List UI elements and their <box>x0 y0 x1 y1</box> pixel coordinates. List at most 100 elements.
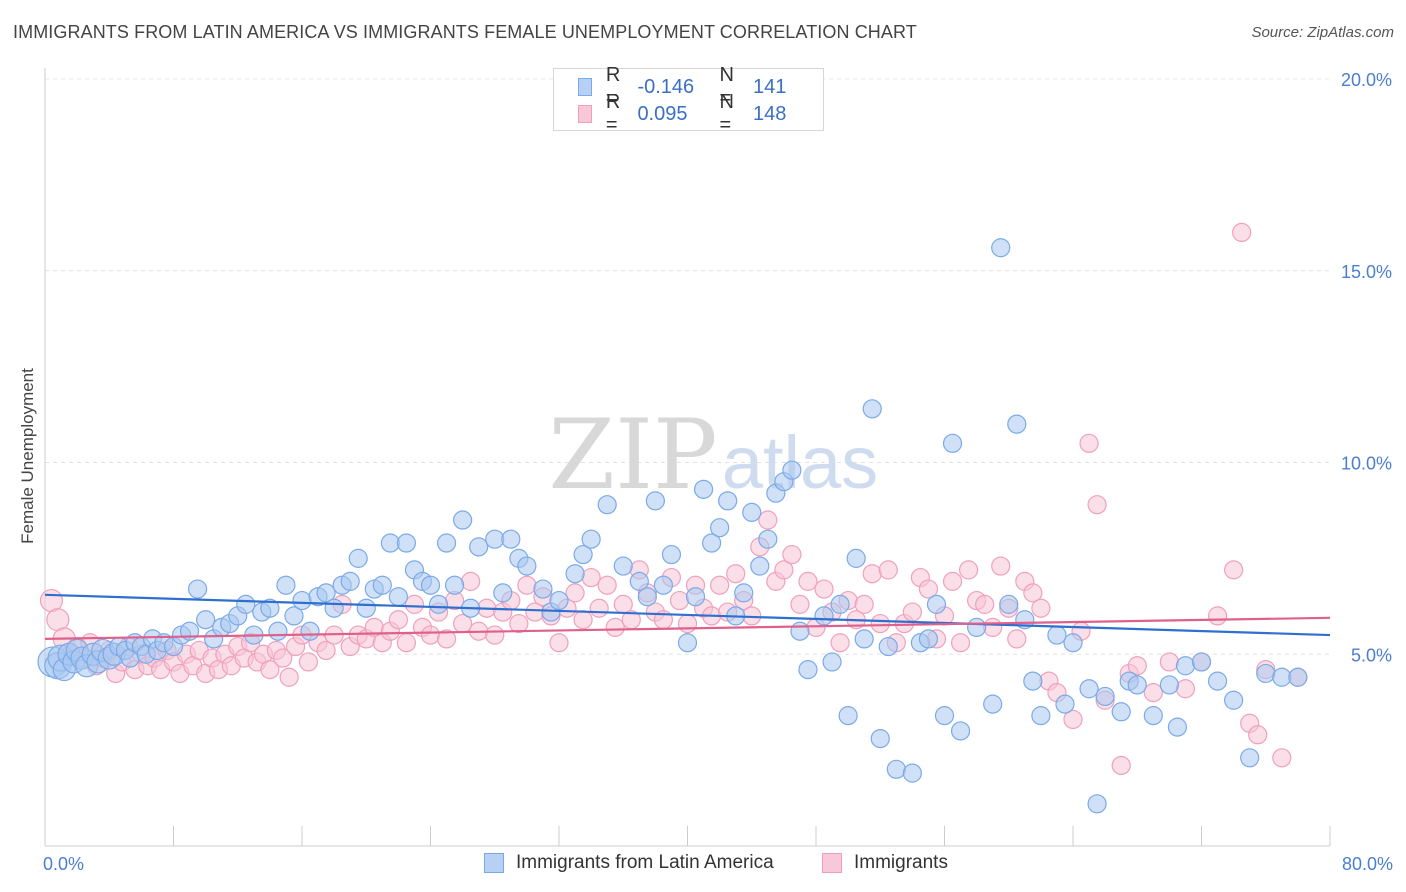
chart-title: IMMIGRANTS FROM LATIN AMERICA VS IMMIGRA… <box>13 22 917 42</box>
data-point-immigrants <box>573 610 593 630</box>
data-point-immigrants <box>589 598 609 618</box>
bottom-legend-immigrants[interactable]: Immigrants <box>822 852 948 874</box>
data-point-latin-america <box>187 579 208 599</box>
data-point-latin-america <box>934 706 955 726</box>
data-point-immigrants <box>677 613 698 634</box>
data-point-immigrants <box>991 556 1011 576</box>
data-point-latin-america <box>838 706 858 726</box>
data-point-latin-america <box>1047 625 1067 645</box>
data-point-latin-america <box>918 629 939 649</box>
watermark-atlas: atlas <box>722 421 878 504</box>
data-point-immigrants <box>950 633 971 653</box>
data-point-immigrants <box>1007 629 1027 649</box>
data-point-latin-america <box>742 502 762 522</box>
data-point-latin-america <box>1055 694 1075 714</box>
data-point-latin-america <box>967 617 987 638</box>
data-point-latin-america <box>629 571 649 591</box>
data-point-latin-america <box>734 583 754 603</box>
data-point-immigrants <box>878 560 898 580</box>
data-point-immigrants <box>565 583 585 603</box>
bottom-legend-latin-america[interactable]: Immigrants from Latin America <box>484 852 774 874</box>
legend-r-value: -0.146 <box>637 75 695 98</box>
y-tick-label: 15.0% <box>1341 262 1392 282</box>
legend-n-value: 141 <box>752 75 787 98</box>
data-point-latin-america <box>926 594 947 614</box>
data-point-immigrants <box>1079 433 1099 453</box>
data-point-latin-america <box>1031 706 1051 726</box>
data-point-immigrants <box>605 617 625 638</box>
data-point-latin-america <box>284 606 304 626</box>
source-label[interactable]: Source: ZipAtlas.com <box>1251 24 1394 41</box>
data-point-latin-america <box>420 575 441 595</box>
data-point-latin-america <box>1007 414 1027 434</box>
data-point-latin-america <box>268 621 288 641</box>
data-point-latin-america <box>1256 663 1276 684</box>
data-point-latin-america <box>1087 794 1107 814</box>
data-point-latin-america <box>902 763 922 783</box>
legend-r-value: 0.095 <box>637 102 688 125</box>
bottom-legend-label-latin-america: Immigrants from Latin America <box>516 852 774 873</box>
data-point-latin-america <box>485 529 505 549</box>
x-tick-label-min: 0.0% <box>43 854 84 874</box>
series-latin-america-points <box>37 238 1308 814</box>
data-point-latin-america <box>718 491 738 511</box>
data-point-latin-america <box>942 433 963 453</box>
data-point-immigrants <box>549 633 569 653</box>
data-point-immigrants <box>404 594 425 614</box>
data-point-latin-america <box>1063 633 1083 653</box>
data-point-latin-america <box>790 621 810 641</box>
data-point-latin-america <box>1175 656 1196 676</box>
data-point-immigrants <box>782 544 802 565</box>
data-point-immigrants <box>726 564 746 584</box>
data-point-latin-america <box>493 583 513 603</box>
data-point-immigrants <box>436 629 457 649</box>
data-point-latin-america <box>782 460 802 480</box>
y-tick-label: 20.0% <box>1341 70 1392 90</box>
data-point-latin-america <box>372 575 392 595</box>
legend-row-latin-america[interactable]: R = -0.146 N = 141 <box>578 64 823 109</box>
axes <box>44 68 1331 847</box>
data-point-immigrants <box>1031 598 1051 618</box>
legend-r-label: R = <box>605 64 621 109</box>
legend-r-label: R = <box>605 91 621 136</box>
data-point-immigrants <box>1175 679 1196 699</box>
data-point-latin-america <box>661 544 682 565</box>
data-point-latin-america <box>1167 717 1188 737</box>
data-point-latin-america <box>645 491 665 511</box>
trend-line-latin-america <box>44 593 1331 637</box>
watermark-zip: ZIP <box>548 399 717 511</box>
data-point-immigrants <box>1111 755 1131 776</box>
data-point-latin-america <box>316 583 336 603</box>
data-point-latin-america <box>1240 748 1260 768</box>
data-point-latin-america <box>701 533 722 553</box>
data-point-immigrants <box>298 652 319 672</box>
data-point-immigrants <box>798 571 818 591</box>
data-point-latin-america <box>1111 702 1131 722</box>
data-point-latin-america <box>573 544 593 565</box>
bottom-legend-label-immigrants: Immigrants <box>854 852 948 873</box>
data-point-latin-america <box>870 729 890 749</box>
data-point-latin-america <box>814 606 834 626</box>
data-point-latin-america <box>196 610 216 630</box>
data-point-latin-america <box>750 556 770 576</box>
data-point-latin-america <box>517 556 537 576</box>
legend-row-immigrants[interactable]: R = 0.095 N = 148 <box>578 91 823 136</box>
data-point-immigrants <box>758 510 778 530</box>
data-point-latin-america <box>501 529 521 549</box>
data-point-immigrants <box>1159 652 1179 672</box>
data-point-latin-america <box>356 598 376 618</box>
data-point-latin-america <box>348 548 368 568</box>
bottom-legend-swatch-pink <box>822 853 842 873</box>
data-point-immigrants <box>870 613 890 634</box>
data-point-immigrants <box>461 571 481 591</box>
data-point-latin-america <box>983 694 1003 714</box>
data-point-latin-america <box>1079 679 1099 699</box>
data-point-latin-america <box>653 575 674 595</box>
data-point-immigrants <box>517 575 537 595</box>
data-point-latin-america <box>1288 667 1308 687</box>
data-point-latin-america <box>396 533 417 553</box>
data-point-latin-america <box>1159 675 1179 695</box>
data-point-immigrants <box>1232 222 1252 242</box>
data-point-immigrants <box>279 667 299 687</box>
